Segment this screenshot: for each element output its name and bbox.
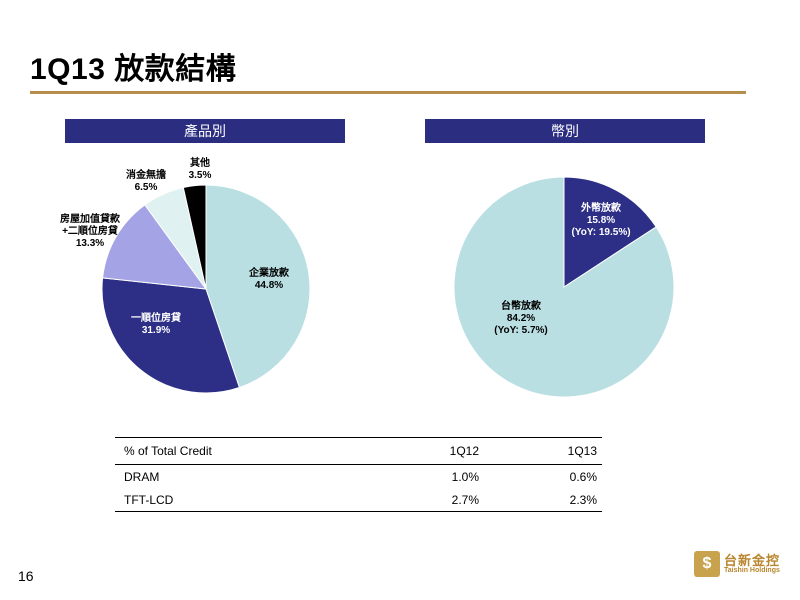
table-header-cell: % of Total Credit: [124, 444, 212, 458]
product-pie-slice: [205, 184, 311, 389]
currency-pie-slice: [453, 176, 675, 398]
product-pie-slice: [101, 277, 241, 394]
product-pie-slice-label: 房屋加值貸款+二順位房貸 13.3%: [60, 212, 121, 249]
credit-exposure-table: % of Total Credit 1Q12 1Q13 DRAM 1.0% 0.…: [115, 437, 602, 512]
table-header-row: % of Total Credit 1Q12 1Q13: [115, 437, 602, 465]
title-divider: [30, 91, 746, 94]
product-pie-slice-label: 消金無擔 6.5%: [126, 168, 166, 193]
currency-pie-slice-label: 外幣放款 15.8% (YoY: 19.5%): [571, 201, 630, 238]
table-cell: DRAM: [124, 469, 160, 484]
product-pie-slice-label: 企業放款 44.8%: [248, 266, 290, 291]
currency-pie-slice-label: 台幣放款 84.2% (YoY: 5.7%): [494, 299, 548, 336]
product-pie-slice-label: 一順位房貸 31.9%: [131, 311, 181, 336]
table-row: TFT-LCD 2.7% 2.3%: [115, 488, 602, 512]
table-cell: 0.6%: [569, 469, 597, 484]
logo-icon: $: [694, 551, 720, 577]
table-header-cell: 1Q12: [449, 444, 479, 458]
product-pie-slice-label: 其他 3.5%: [189, 156, 212, 181]
product-pie-slice: [182, 184, 207, 290]
logo-english-name: Taishin Holdings: [724, 567, 780, 574]
table-header-cell: 1Q13: [567, 444, 597, 458]
product-chart-header: 產品別: [65, 119, 345, 143]
table-cell: 2.3%: [569, 492, 597, 507]
currency-pie-slice: [563, 176, 657, 288]
company-logo: $ 台新金控 Taishin Holdings: [694, 551, 780, 577]
table-cell: TFT-LCD: [124, 492, 174, 507]
table-cell: 2.7%: [451, 492, 479, 507]
page-number: 16: [18, 568, 34, 584]
product-pie-slice: [102, 204, 208, 290]
currency-chart-header: 幣別: [425, 119, 705, 143]
page-title: 1Q13 放款結構: [30, 53, 237, 86]
logo-chinese-name: 台新金控: [724, 553, 781, 568]
table-row: DRAM 1.0% 0.6%: [115, 465, 602, 488]
table-cell: 1.0%: [451, 469, 479, 484]
